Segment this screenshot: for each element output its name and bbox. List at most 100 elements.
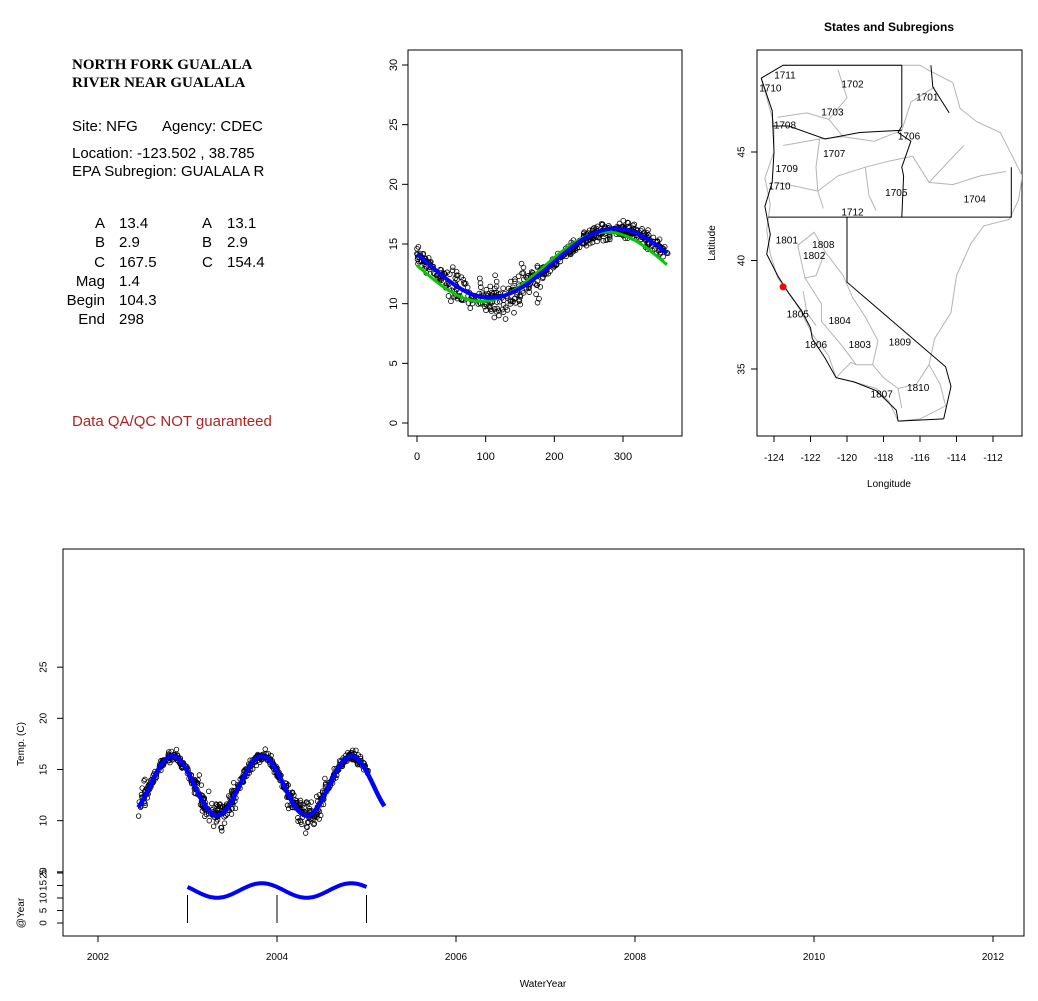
map-x-label: Longitude [867,479,911,490]
plot1-point [491,290,497,296]
agency: Agency: CDEC [162,118,263,135]
param-label-2: A [202,215,213,232]
plot1-y-tick-label: 25 [388,119,400,131]
map-subregion-line [797,231,826,279]
plot1-point [493,278,500,285]
plot1-point [491,314,498,321]
map-coastline [760,78,899,422]
plot1-point [488,306,494,313]
map-region-label: 1807 [871,390,894,401]
plot1-point [517,301,524,308]
plot3-point [206,788,212,795]
plot1-point [631,221,638,228]
plot3-point [206,818,212,824]
map-region-label: 1809 [889,338,912,349]
map-subregion-line [804,277,873,366]
plot1-y-tick-label: 0 [388,420,400,426]
plot3-point [304,799,310,806]
plot1-y-tick-label: 10 [388,298,400,310]
map-region-label: 1805 [787,309,810,320]
map-state-border [768,167,1012,218]
map-subregion-line [912,156,1006,186]
plot1-point [487,283,494,290]
plot1-point [414,245,420,252]
map-subregion-line [802,290,817,326]
plot1-point [438,277,444,284]
plot1-point [507,301,514,307]
plot1-fit-blue [415,226,669,300]
plot1-x-tick-label: 100 [476,451,494,463]
map-y-tick-label: 45 [737,146,748,158]
plot3-x-label: WaterYear [520,979,567,990]
map-state-border [930,65,950,114]
map-x-tick-label: -122 [800,453,820,464]
param-value-2: 13.1 [227,215,257,232]
plot3-x-tick-label: 2008 [624,952,647,963]
plot1-point [536,295,542,302]
plot3-point [295,818,301,824]
plot3-y-tick-label: 25 [39,661,50,673]
plot3-x-tick-label: 2006 [445,952,468,963]
plot1-point [526,285,532,292]
plot3-point [353,747,359,754]
map-region-label: 1703 [821,108,844,119]
plot1-point [512,276,518,282]
map-y-tick-label: 35 [737,363,748,375]
map-subregion-line [783,136,844,146]
plot3-y-tick-label: 15 [39,764,50,776]
plot3-point [229,787,235,794]
plot3-point [303,799,310,805]
plot3-point [167,760,173,766]
plot1-point [449,267,456,274]
map-region-label: 1712 [841,207,864,218]
plot1-point [519,270,525,277]
map-region-label: 1708 [774,121,797,132]
map-subregion-line [777,155,913,192]
plot3-point [296,802,303,809]
plot1-point [478,284,484,291]
plot3-point [217,801,223,807]
plot3-x-tick-label: 2002 [87,952,110,963]
plot3-point [299,821,305,828]
map-region-label: 1810 [907,383,930,394]
plot3-point [290,790,296,796]
plot1-point [492,272,498,279]
param-value: 167.5 [119,254,157,271]
plot1-point [512,278,518,285]
map-x-tick-label: -116 [910,453,930,464]
plot1-y-tick-label: 20 [388,178,400,190]
plot3-y2-tick-label: 5 [39,907,50,913]
map-region-label: 1704 [964,194,987,205]
param-label: B [94,234,105,251]
plot3-frame [62,548,1025,937]
param-label: A [94,215,105,232]
plot1-point [495,307,502,314]
map-region-label: 1711 [774,71,796,82]
plot1-point [500,309,507,315]
site-title: NORTH FORK GUALALA RIVER NEAR GUALALA [72,56,252,92]
map-site-marker [779,283,787,291]
plot1-point [491,306,498,312]
plot1-point [534,299,541,306]
map-region-label: 1705 [885,188,908,199]
param-value: 104.3 [119,292,157,309]
plot1-point [526,289,533,295]
map-subregion-line [777,112,829,120]
plot3-point [313,793,320,800]
plot1-point [449,264,456,270]
map-subregion-line [897,388,903,409]
plot3-point [265,751,272,757]
plot1-point [625,220,632,226]
plot1-point [603,237,609,244]
map-y-tick-label: 40 [737,255,748,267]
plot3-x-tick-label: 2004 [266,952,289,963]
map-state-border [898,418,944,422]
map-region-label: 1710 [768,181,791,192]
plot3-point [311,821,317,828]
plot1-point [448,298,454,305]
plot1-point [515,273,522,280]
param-label-2: C [202,254,213,271]
plot1-point [453,268,460,275]
plot3-y2-tick-label: 15 [39,880,50,892]
